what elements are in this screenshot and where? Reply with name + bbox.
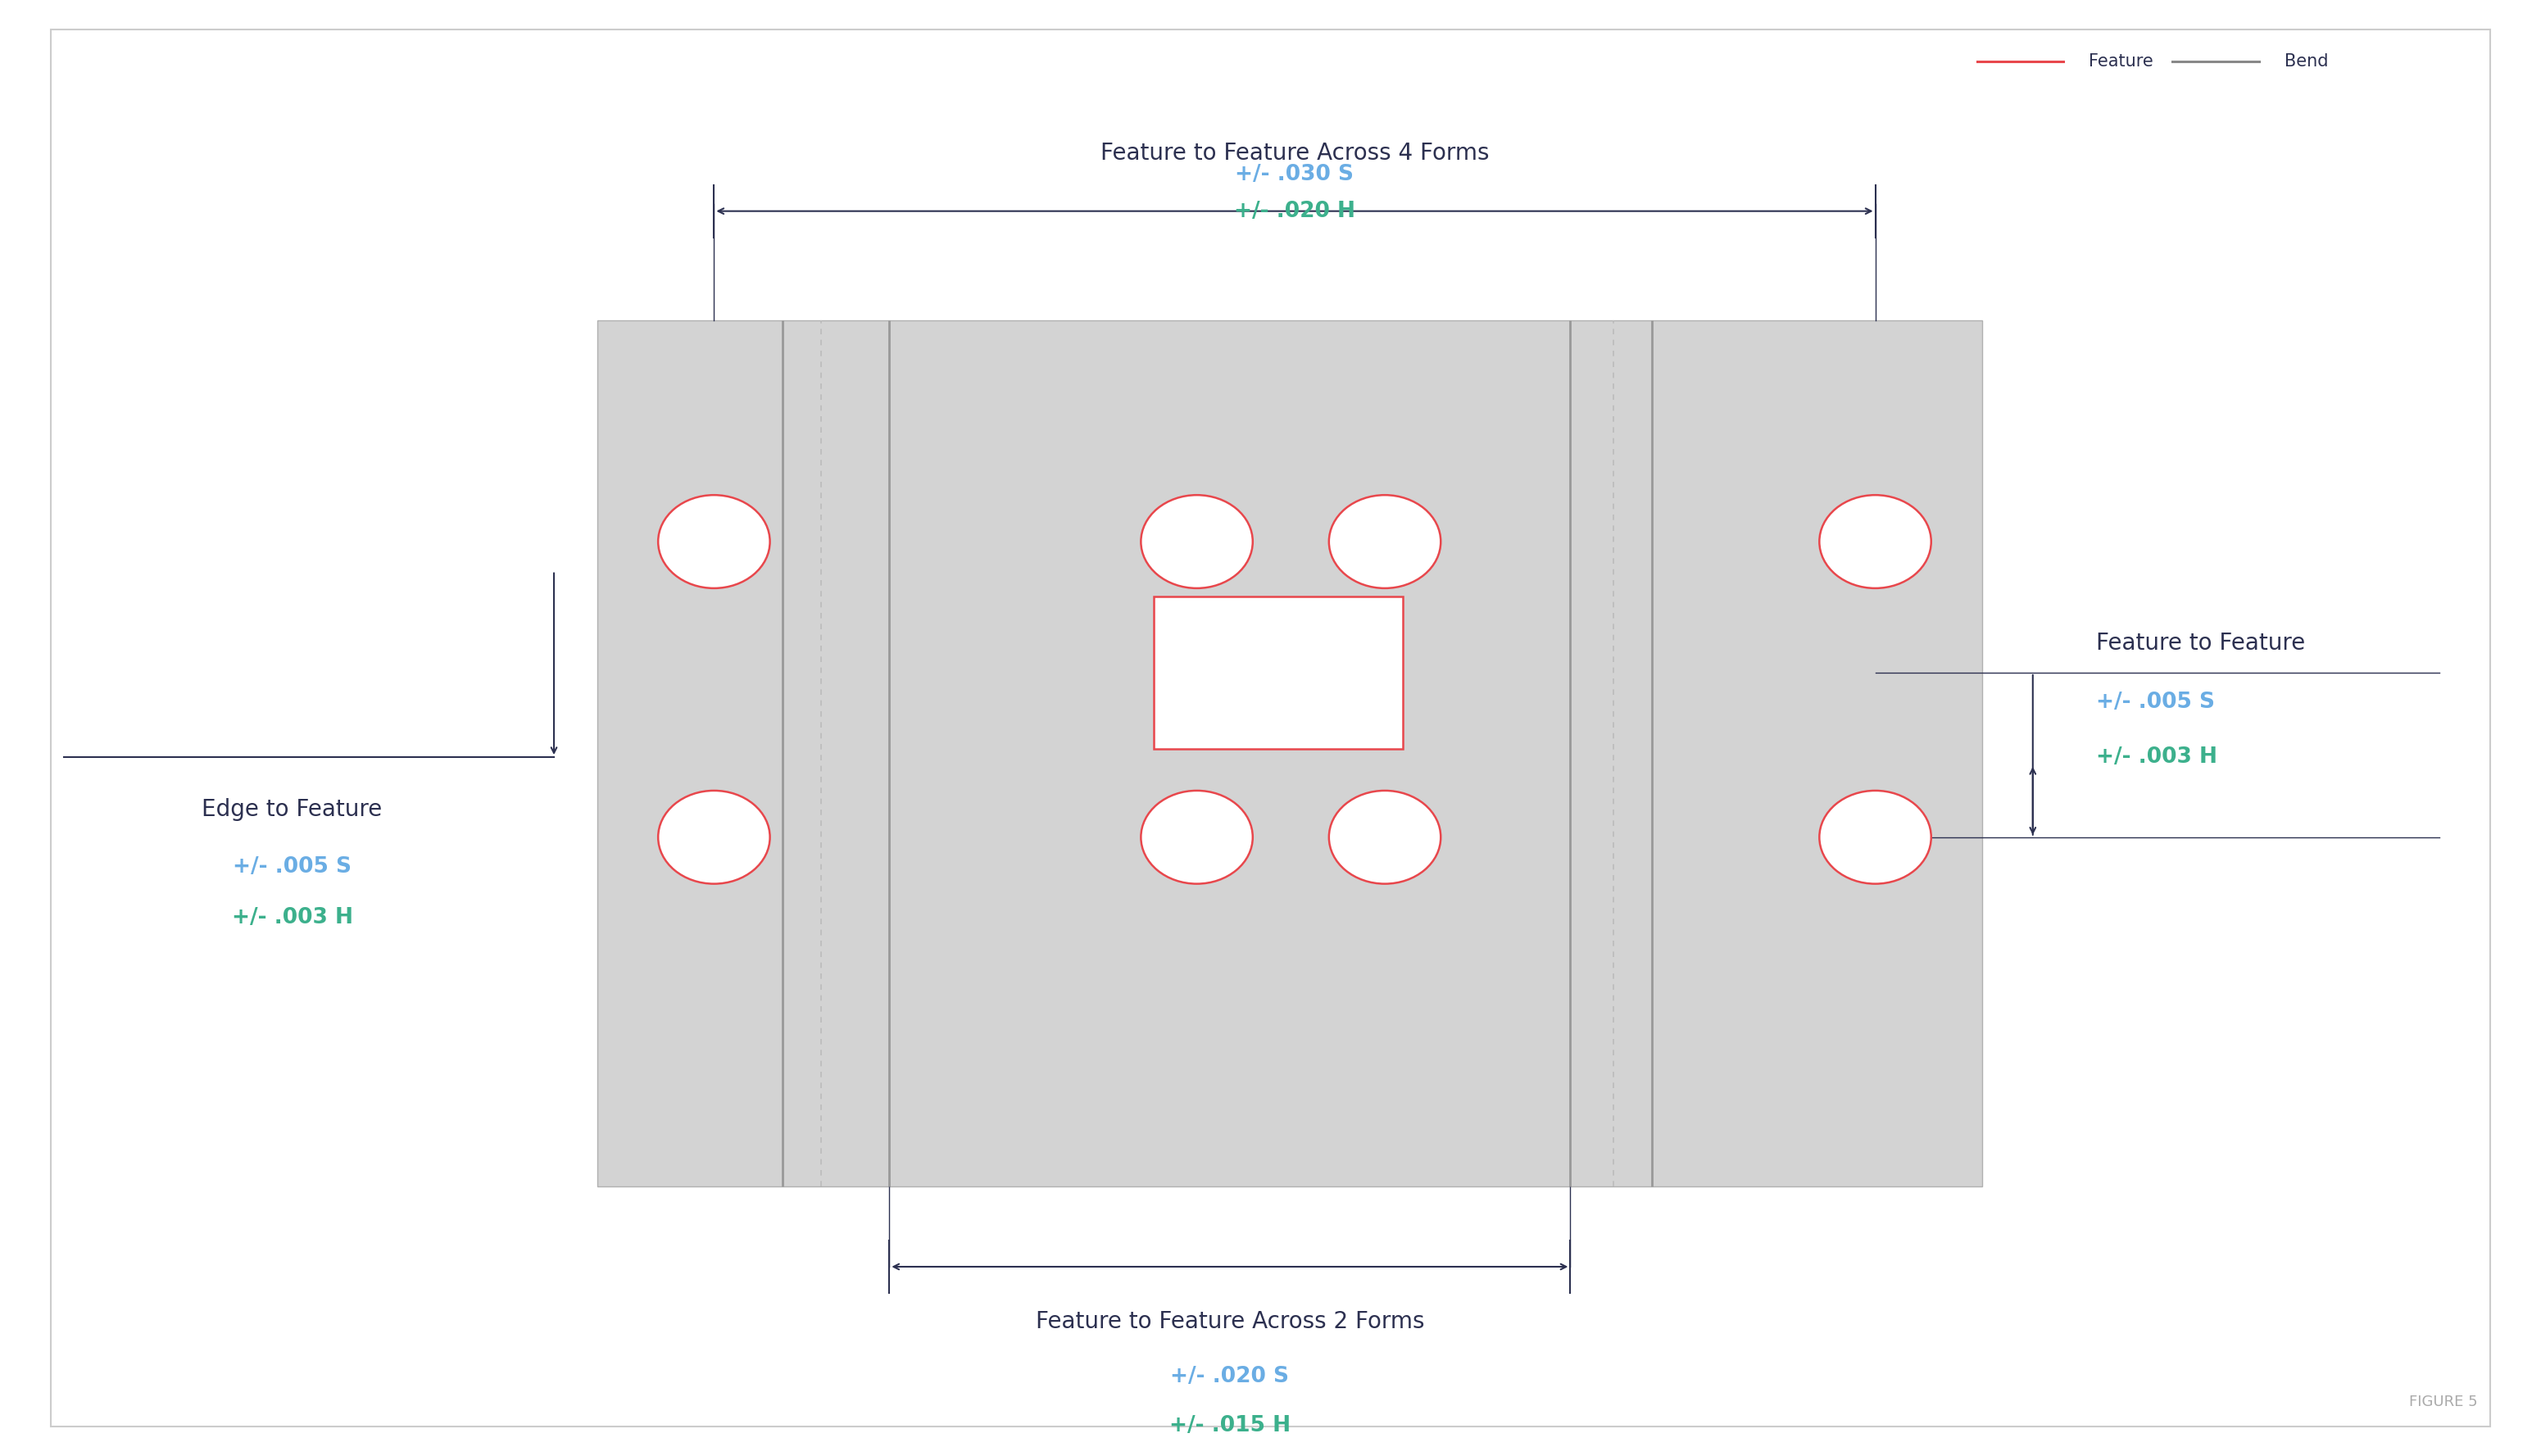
Text: Bend: Bend	[2284, 52, 2328, 70]
Ellipse shape	[658, 791, 770, 884]
Text: +/- .020 S: +/- .020 S	[1171, 1366, 1288, 1388]
Text: Feature to Feature: Feature to Feature	[2096, 632, 2305, 655]
Text: Feature to Feature Across 4 Forms: Feature to Feature Across 4 Forms	[1100, 141, 1489, 165]
Text: +/- .005 S: +/- .005 S	[2096, 692, 2216, 712]
Ellipse shape	[658, 495, 770, 588]
Ellipse shape	[1329, 791, 1441, 884]
Ellipse shape	[1819, 791, 1931, 884]
Text: +/- .020 H: +/- .020 H	[1235, 201, 1354, 221]
Bar	[1154, 597, 1403, 748]
Text: +/- .003 H: +/- .003 H	[2096, 747, 2218, 767]
Text: Edge to Feature: Edge to Feature	[201, 798, 384, 821]
Text: Feature: Feature	[2089, 52, 2152, 70]
Text: +/- .015 H: +/- .015 H	[1169, 1415, 1291, 1437]
Text: +/- .005 S: +/- .005 S	[234, 856, 351, 878]
Text: FIGURE 5: FIGURE 5	[2409, 1395, 2477, 1409]
Ellipse shape	[1819, 495, 1931, 588]
Ellipse shape	[1141, 791, 1253, 884]
Text: +/- .003 H: +/- .003 H	[231, 907, 353, 929]
Bar	[597, 320, 1982, 1187]
Text: Feature to Feature Across 2 Forms: Feature to Feature Across 2 Forms	[1034, 1310, 1426, 1334]
Ellipse shape	[1141, 495, 1253, 588]
Ellipse shape	[1329, 495, 1441, 588]
Text: +/- .030 S: +/- .030 S	[1235, 165, 1354, 185]
